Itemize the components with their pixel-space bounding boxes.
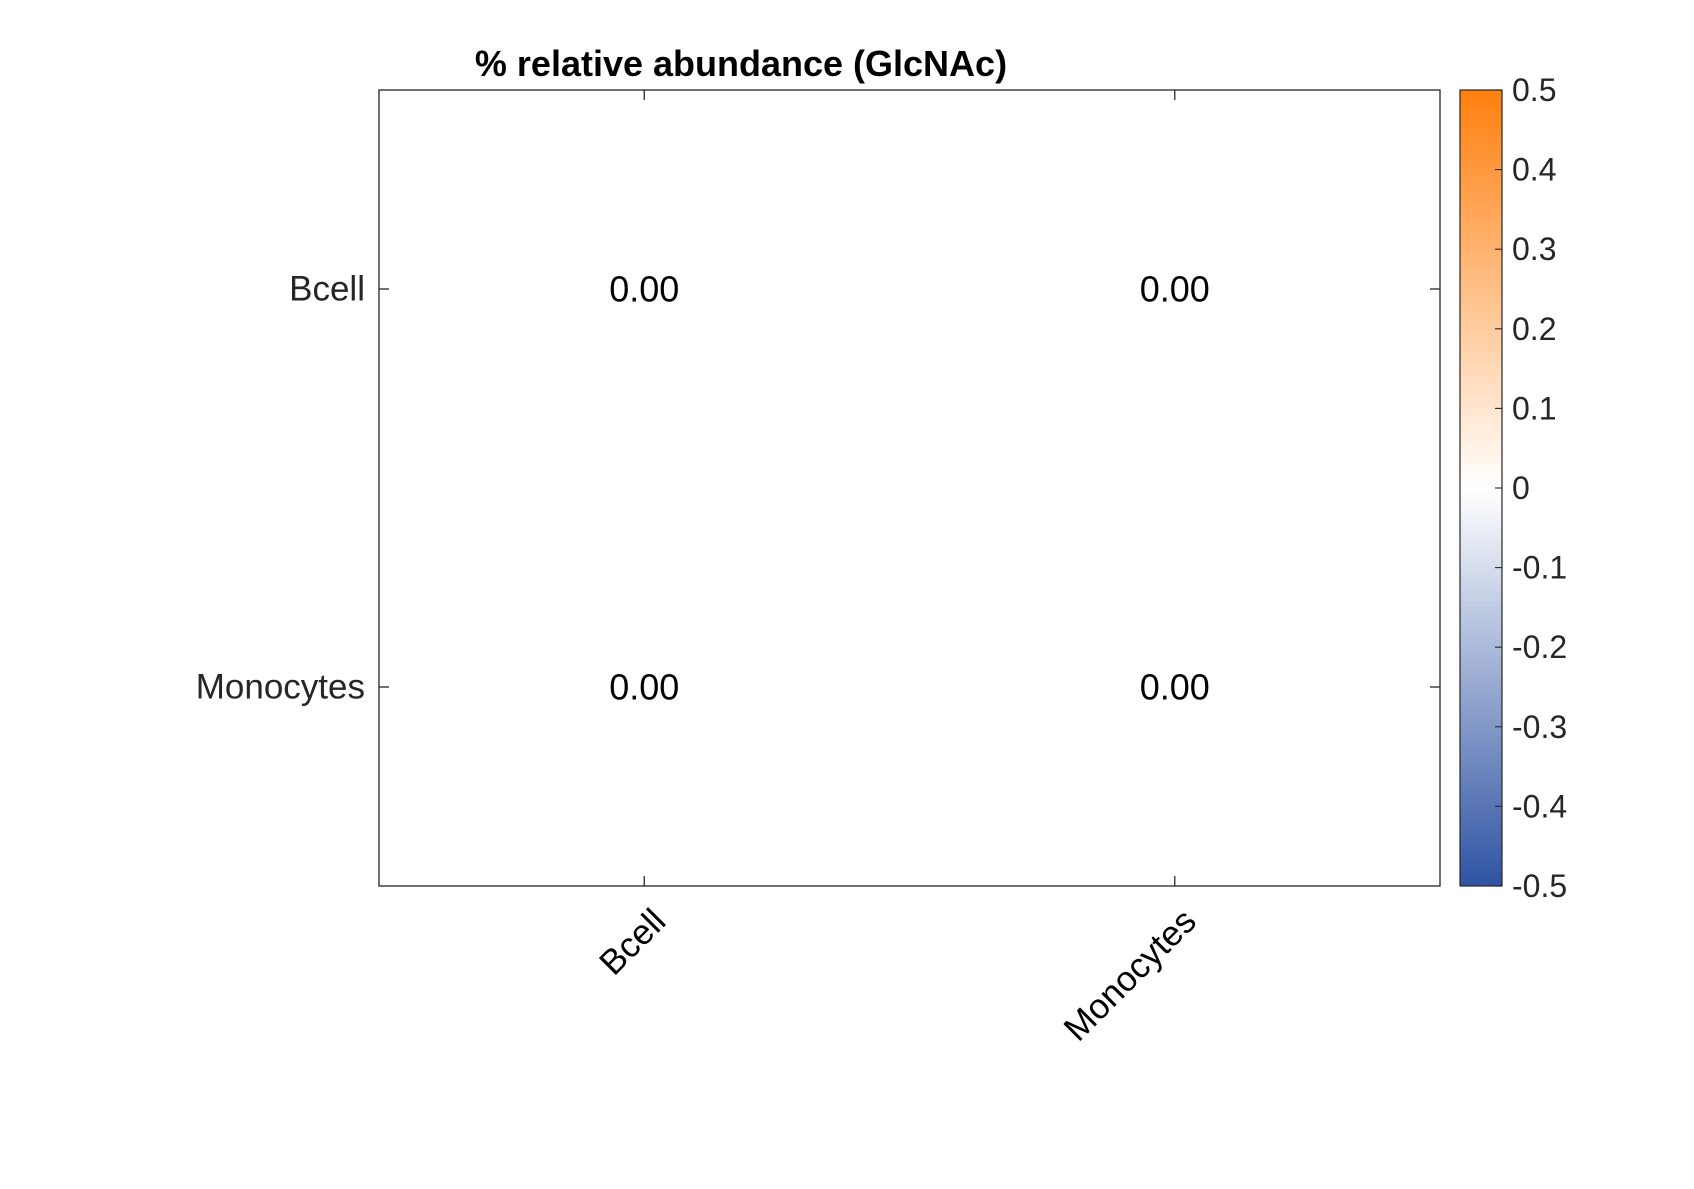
colorbar-tick-label: -0.3 [1512, 709, 1567, 745]
y-tick-label: Monocytes [196, 668, 365, 707]
y-axis-ticks [379, 288, 1440, 688]
cell-value-labels: 0.00 0.00 0.00 0.00 [609, 269, 1210, 708]
heatmap-cell [909, 90, 1440, 488]
plot-area-frame [378, 89, 1441, 887]
colorbar-tick-label: 0.1 [1512, 390, 1556, 426]
x-tick-label: Bcell [592, 901, 673, 982]
cell-value-label: 0.00 [609, 667, 679, 708]
cell-value-label: 0.00 [609, 269, 679, 310]
y-tick-label: Bcell [289, 270, 365, 309]
heatmap-cell [379, 90, 910, 488]
colorbar-tick-label: -0.1 [1512, 550, 1567, 586]
colorbar-tick-label: 0 [1512, 470, 1530, 506]
chart-title: % relative abundance (GlcNAc) [475, 43, 1007, 84]
x-axis-tick-labels: Bcell Monocytes [592, 901, 1204, 1048]
y-axis-tick-labels: Bcell Monocytes [196, 270, 365, 707]
colorbar-tick-label: -0.4 [1512, 788, 1567, 824]
cell-value-label: 0.00 [1140, 667, 1210, 708]
heatmap-cell [379, 488, 910, 886]
heatmap-cells [379, 90, 1440, 886]
colorbar-tick-label: -0.5 [1512, 868, 1567, 904]
heatmap-cell [909, 488, 1440, 886]
x-tick-label: Monocytes [1056, 901, 1203, 1048]
x-axis-ticks [643, 90, 1176, 886]
colorbar-tick-label: 0.3 [1512, 231, 1556, 267]
colorbar-tick-label: 0.2 [1512, 311, 1556, 347]
colorbar-ticks [1495, 89, 1502, 887]
colorbar-tick-labels: 0.5 0.4 0.3 0.2 0.1 0 -0.1 -0.2 -0.3 -0.4 -0.5 [1512, 72, 1567, 904]
colorbar-tick-label: 0.5 [1512, 72, 1556, 108]
colorbar-tick-label: 0.4 [1512, 152, 1556, 188]
colorbar-tick-label: -0.2 [1512, 629, 1567, 665]
cell-value-label: 0.00 [1140, 269, 1210, 310]
